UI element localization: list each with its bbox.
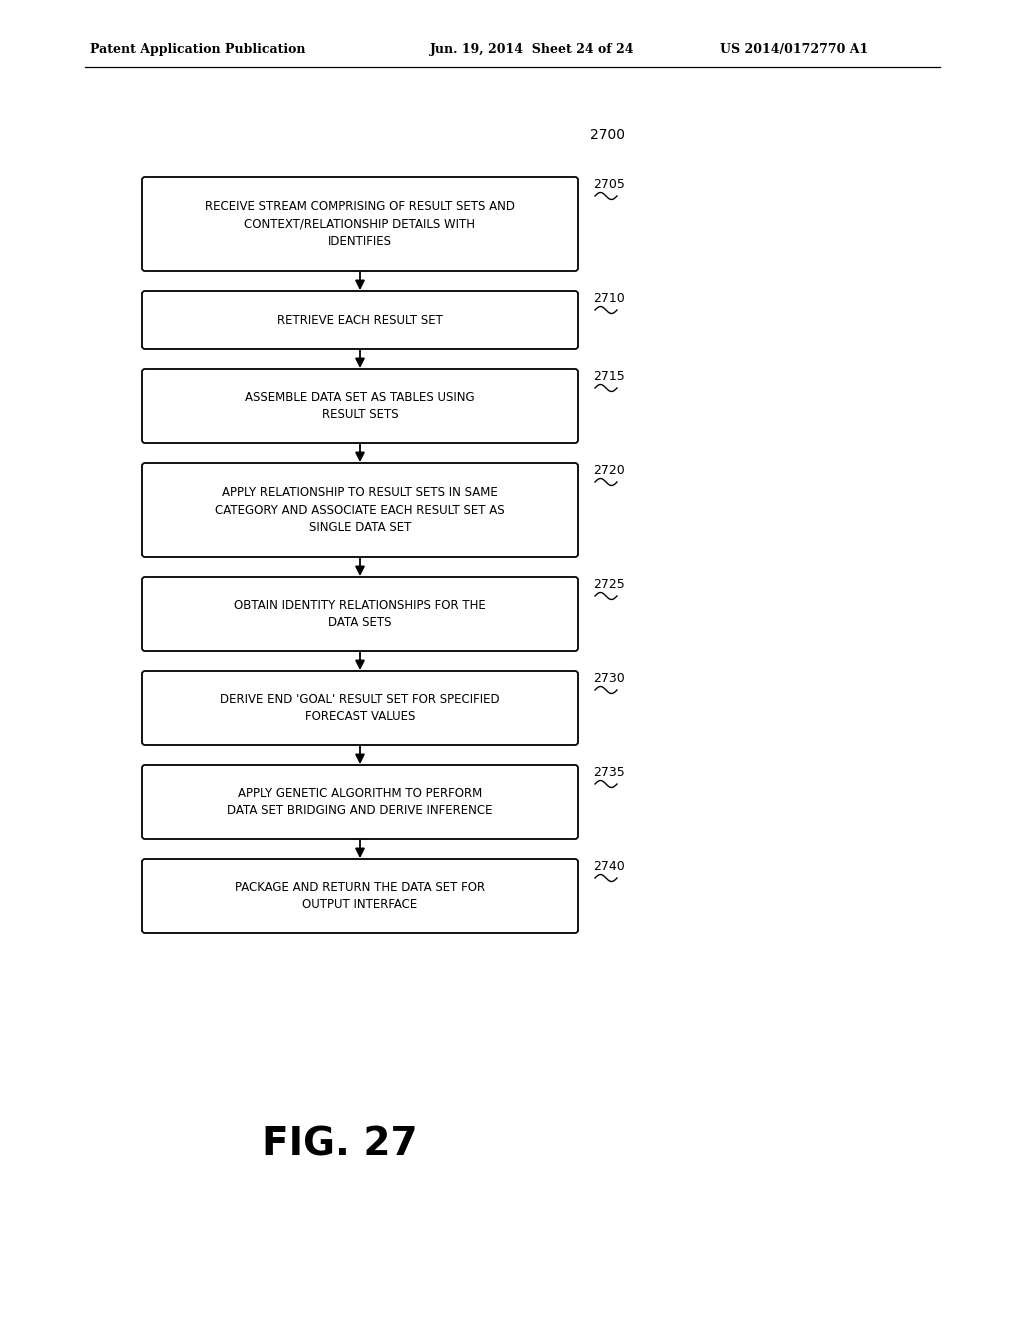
Text: DERIVE END 'GOAL' RESULT SET FOR SPECIFIED
FORECAST VALUES: DERIVE END 'GOAL' RESULT SET FOR SPECIFI… (220, 693, 500, 723)
Text: 2705: 2705 (593, 178, 625, 191)
Text: 2735: 2735 (593, 766, 625, 779)
Text: APPLY GENETIC ALGORITHM TO PERFORM
DATA SET BRIDGING AND DERIVE INFERENCE: APPLY GENETIC ALGORITHM TO PERFORM DATA … (227, 787, 493, 817)
Text: FIG. 27: FIG. 27 (262, 1126, 418, 1164)
FancyBboxPatch shape (142, 463, 578, 557)
FancyBboxPatch shape (142, 370, 578, 444)
FancyBboxPatch shape (142, 859, 578, 933)
Text: 2725: 2725 (593, 578, 625, 591)
FancyBboxPatch shape (142, 671, 578, 744)
Text: Patent Application Publication: Patent Application Publication (90, 44, 305, 57)
FancyBboxPatch shape (142, 177, 578, 271)
Text: OBTAIN IDENTITY RELATIONSHIPS FOR THE
DATA SETS: OBTAIN IDENTITY RELATIONSHIPS FOR THE DA… (234, 599, 485, 630)
Text: 2740: 2740 (593, 861, 625, 873)
Text: Jun. 19, 2014  Sheet 24 of 24: Jun. 19, 2014 Sheet 24 of 24 (430, 44, 635, 57)
Text: PACKAGE AND RETURN THE DATA SET FOR
OUTPUT INTERFACE: PACKAGE AND RETURN THE DATA SET FOR OUTP… (234, 880, 485, 911)
Text: RETRIEVE EACH RESULT SET: RETRIEVE EACH RESULT SET (278, 314, 443, 326)
Text: 2700: 2700 (590, 128, 625, 143)
Text: RECEIVE STREAM COMPRISING OF RESULT SETS AND
CONTEXT/RELATIONSHIP DETAILS WITH
I: RECEIVE STREAM COMPRISING OF RESULT SETS… (205, 201, 515, 248)
Text: 2730: 2730 (593, 672, 625, 685)
FancyBboxPatch shape (142, 577, 578, 651)
FancyBboxPatch shape (142, 766, 578, 840)
Text: 2710: 2710 (593, 292, 625, 305)
Text: US 2014/0172770 A1: US 2014/0172770 A1 (720, 44, 868, 57)
Text: APPLY RELATIONSHIP TO RESULT SETS IN SAME
CATEGORY AND ASSOCIATE EACH RESULT SET: APPLY RELATIONSHIP TO RESULT SETS IN SAM… (215, 486, 505, 535)
Text: 2715: 2715 (593, 370, 625, 383)
FancyBboxPatch shape (142, 290, 578, 348)
Text: 2720: 2720 (593, 465, 625, 477)
Text: ASSEMBLE DATA SET AS TABLES USING
RESULT SETS: ASSEMBLE DATA SET AS TABLES USING RESULT… (245, 391, 475, 421)
